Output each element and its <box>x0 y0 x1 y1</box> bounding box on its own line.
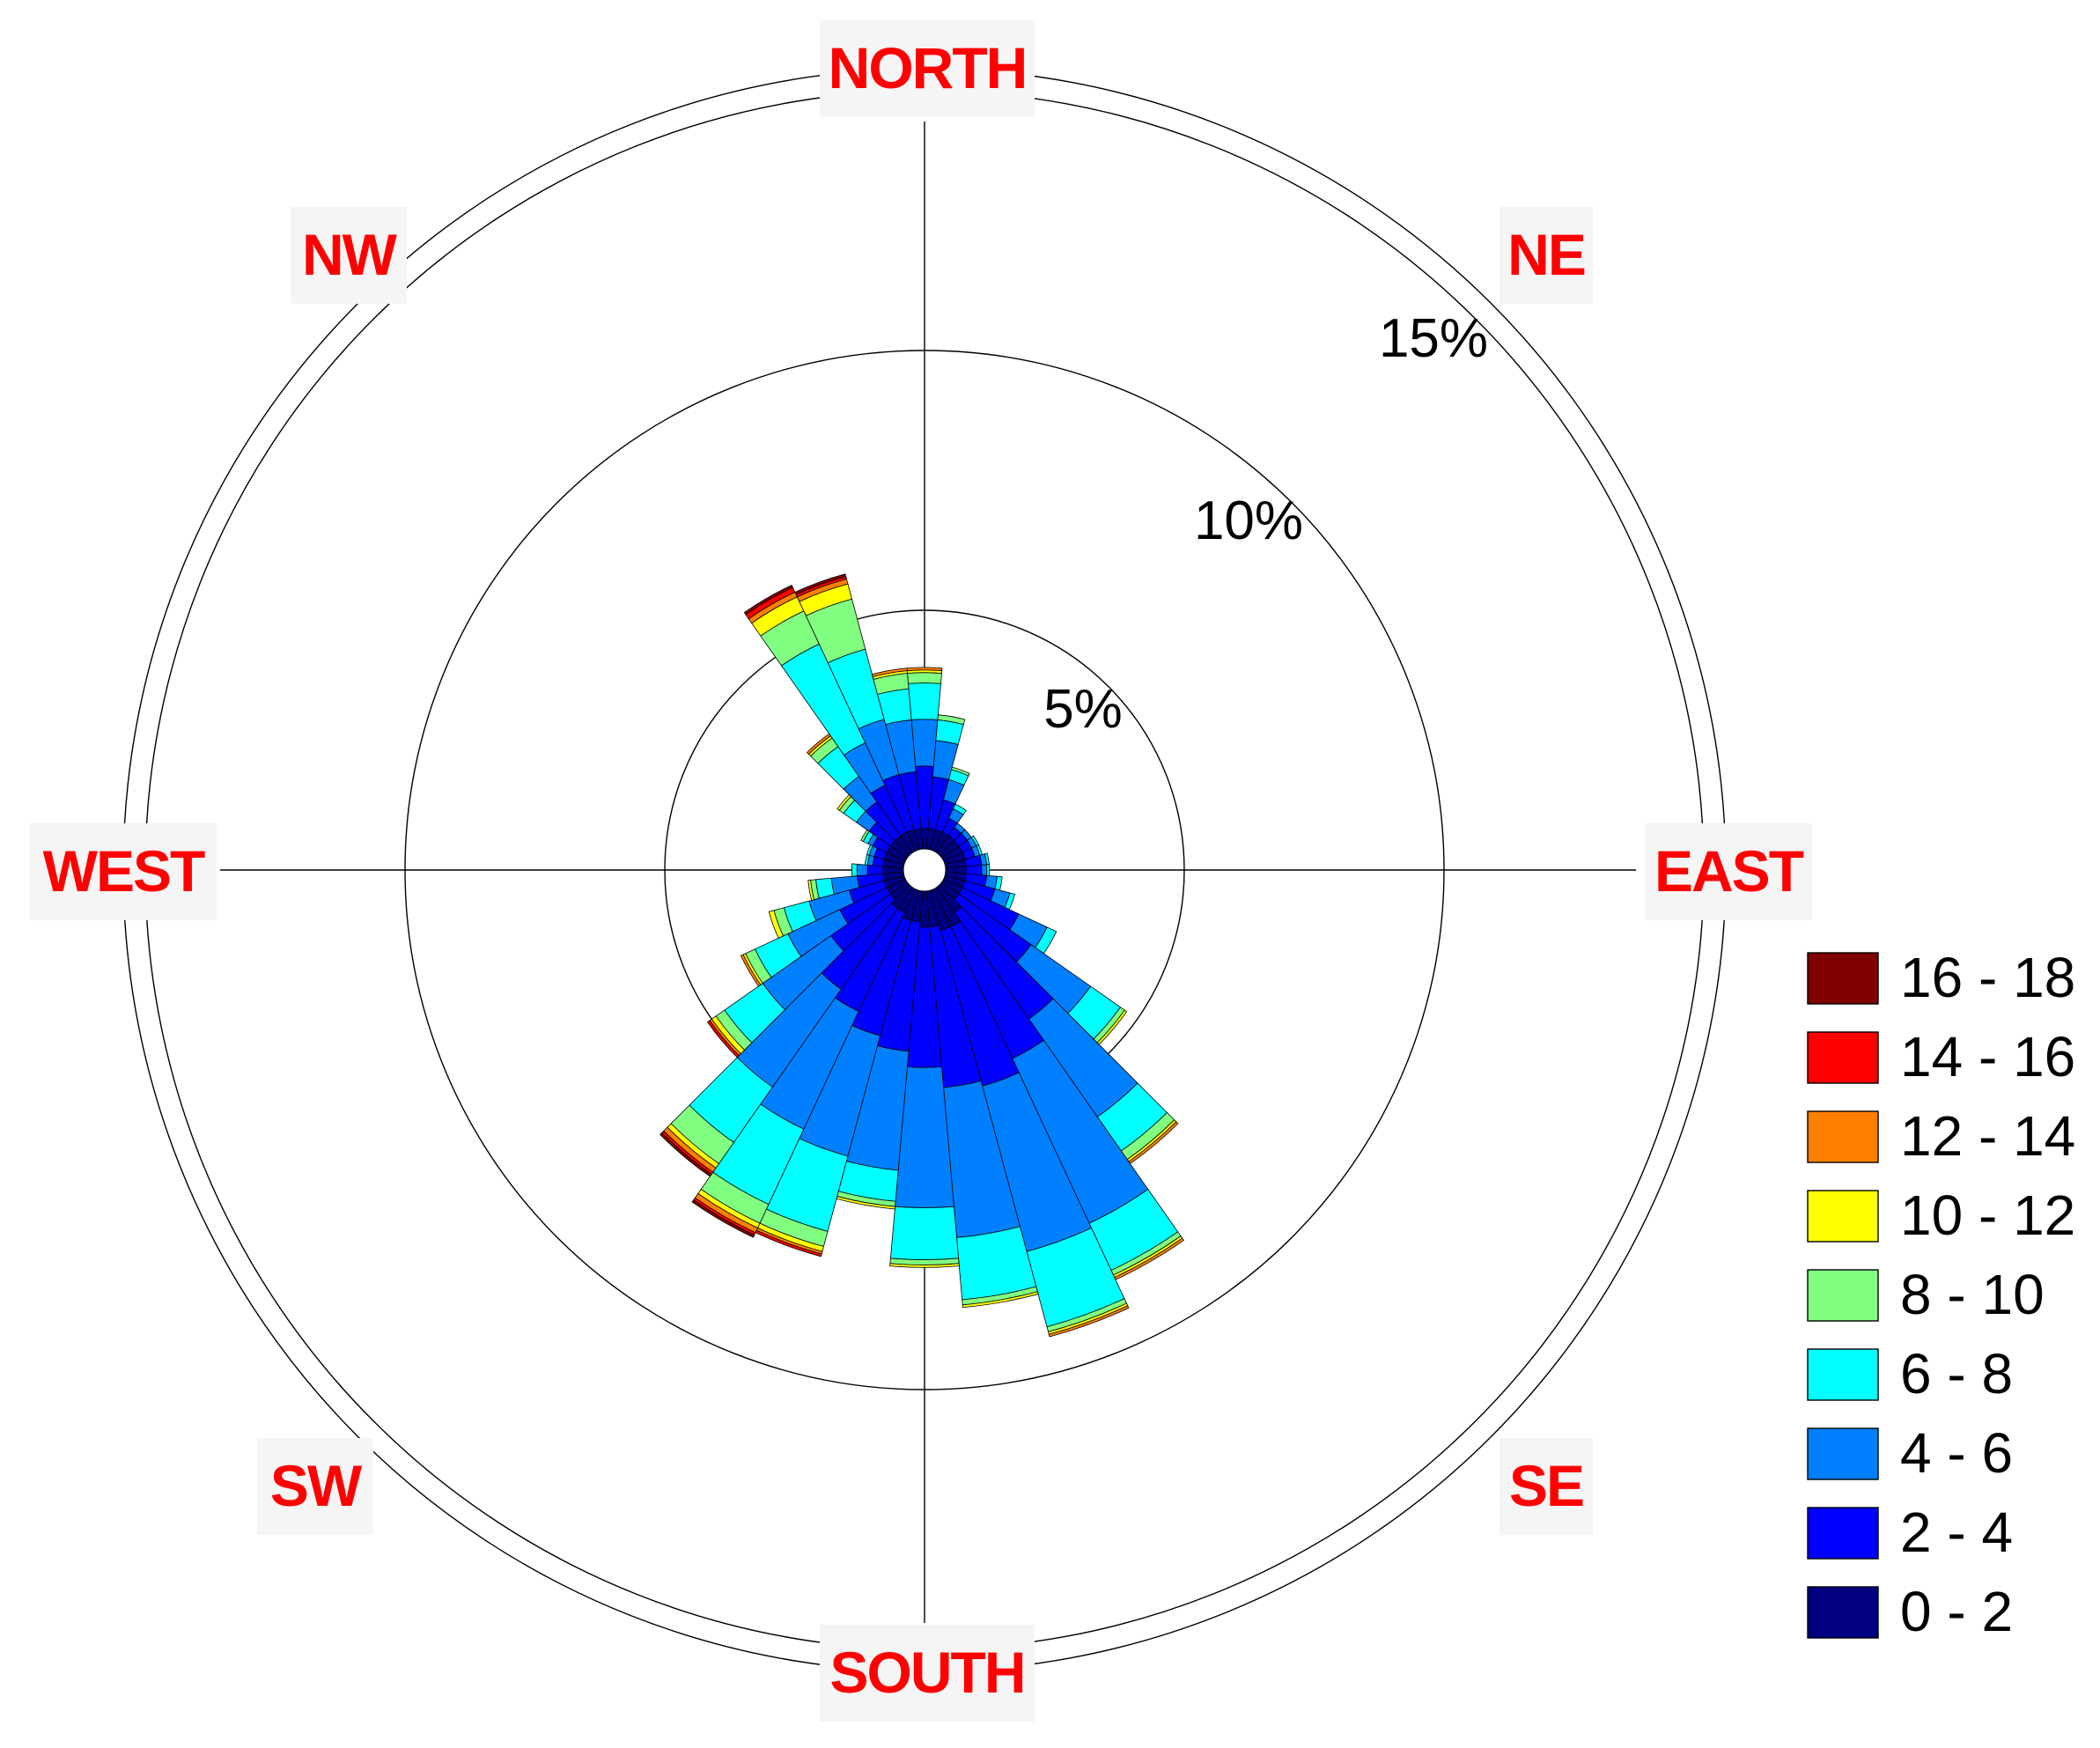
wind-sector-0-band-2 <box>910 719 939 767</box>
wind-sector-0-band-3 <box>908 682 941 720</box>
legend-label: 10 - 12 <box>1900 1184 2075 1247</box>
legend-swatch <box>1807 1190 1879 1243</box>
ring-label-10: 10% <box>1194 490 1303 551</box>
wind-sector-270-band-3 <box>851 863 858 877</box>
legend: 16 - 18 14 - 16 12 - 14 10 - 12 8 - 10 6 - 8 4… <box>1807 946 2075 1643</box>
wind-sector-90-band-2 <box>981 864 988 876</box>
legend-label: 14 - 16 <box>1900 1025 2075 1088</box>
direction-label-bg-east <box>1645 823 1812 920</box>
wind-sectors <box>659 573 1184 1338</box>
legend-label: 12 - 14 <box>1900 1104 2075 1168</box>
direction-label-sw: SW <box>270 1453 363 1518</box>
wind-sector-0-band-4 <box>907 672 942 684</box>
direction-label-bg-south <box>820 1625 1035 1722</box>
ring-label-5: 5% <box>1043 679 1123 740</box>
direction-label-nw: NW <box>302 222 398 287</box>
legend-swatch <box>1807 1110 1879 1163</box>
direction-label-bg-west <box>30 823 217 920</box>
legend-label: 16 - 18 <box>1900 946 2075 1009</box>
direction-label-ne: NE <box>1507 222 1585 287</box>
ring-label-15: 15% <box>1379 308 1488 369</box>
direction-label-north: NORTH <box>829 35 1027 100</box>
legend-swatch <box>1807 1427 1879 1480</box>
direction-label-west: WEST <box>43 838 205 904</box>
legend-swatch <box>1807 1031 1879 1084</box>
direction-label-bg-ne <box>1499 207 1593 304</box>
wind-sector-270-band-2 <box>856 863 868 877</box>
direction-labels: NORTH NE EAST SE SOUTH SW WEST NW <box>30 20 1812 1722</box>
direction-label-bg-sw <box>257 1438 373 1535</box>
ring-labels: 5% 10% 15% <box>1043 308 1488 740</box>
direction-label-east: EAST <box>1654 838 1804 904</box>
direction-label-bg-north <box>820 20 1035 117</box>
legend-swatch <box>1807 1348 1879 1401</box>
direction-label-bg-se <box>1499 1438 1593 1535</box>
legend-label: 4 - 6 <box>1900 1421 2013 1485</box>
legend-label: 2 - 4 <box>1900 1501 2013 1564</box>
wind-sector-180-band-3 <box>889 1206 960 1260</box>
legend-label: 6 - 8 <box>1900 1342 2013 1405</box>
direction-label-south: SOUTH <box>830 1640 1025 1705</box>
legend-swatch <box>1807 1269 1879 1322</box>
calm-center <box>903 848 947 892</box>
legend-label: 8 - 10 <box>1900 1263 2045 1326</box>
legend-label: 0 - 2 <box>1900 1580 2013 1643</box>
direction-label-bg-nw <box>291 207 407 304</box>
legend-swatch <box>1807 1586 1879 1639</box>
direction-label-se: SE <box>1509 1453 1583 1518</box>
legend-swatch <box>1807 952 1879 1005</box>
legend-swatch <box>1807 1507 1879 1560</box>
